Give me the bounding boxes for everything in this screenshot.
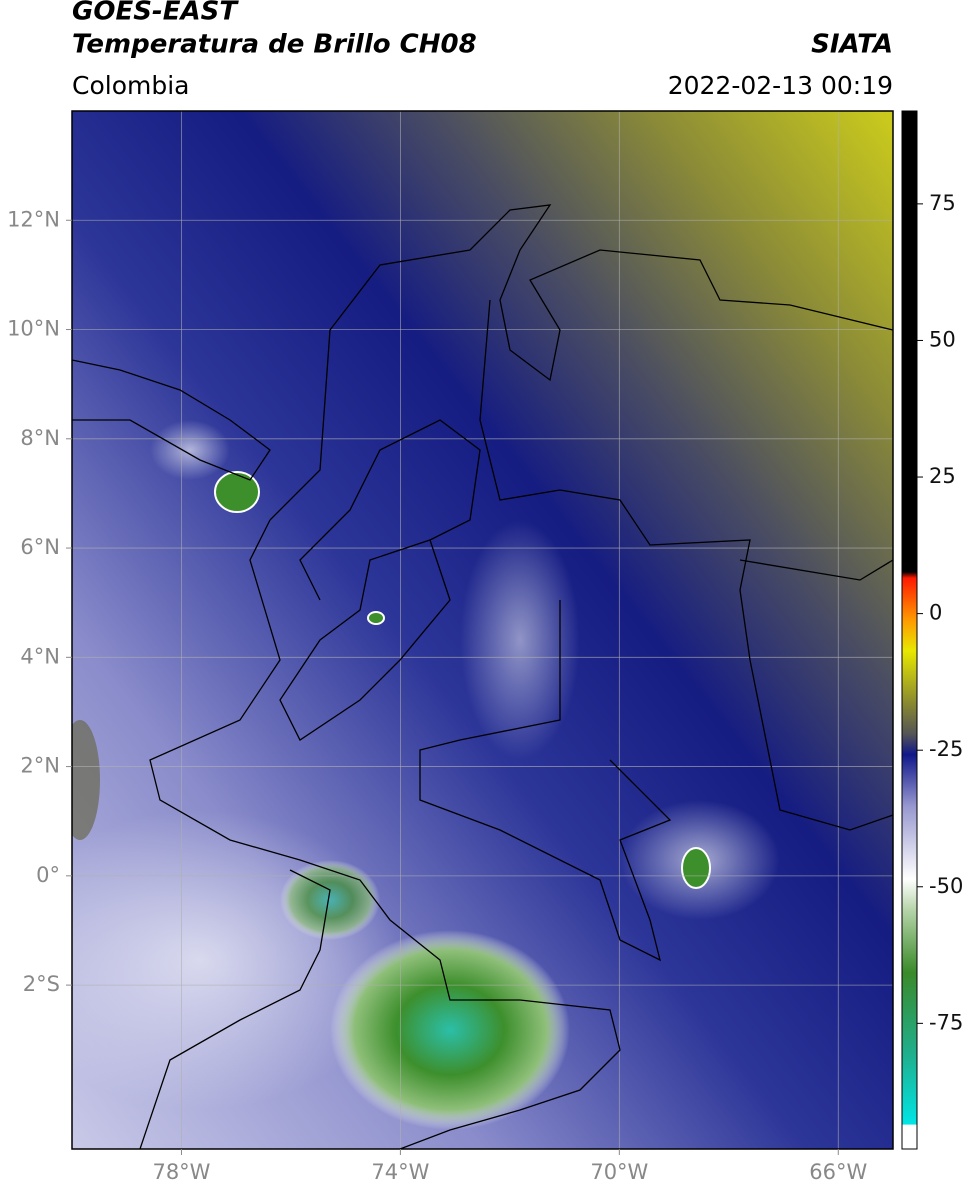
timestamp: 2022-02-13 00:19 (668, 71, 893, 100)
y-tick-label: 2°S (23, 972, 60, 996)
x-tick-label: 66°W (809, 1160, 867, 1184)
y-tick-label: 10°N (7, 317, 60, 341)
y-tick-label: 6°N (20, 535, 60, 559)
y-tick-label: 12°N (7, 207, 60, 231)
graticule (72, 111, 893, 1149)
colorbar-tick-label: -25 (929, 737, 963, 761)
colorbar-tick-label: 75 (929, 191, 956, 215)
colorbar-tick-label: -75 (929, 1010, 963, 1034)
y-tick-label: 8°N (20, 426, 60, 450)
colorbar (901, 110, 918, 1150)
map-frame (71, 110, 894, 1150)
x-tick-label: 78°W (152, 1160, 210, 1184)
borders (72, 204, 893, 1149)
colorbar-tick-label: 50 (929, 327, 956, 351)
y-tick-label: 4°N (20, 644, 60, 668)
subtitle: Temperatura de Brillo CH08 (72, 30, 477, 60)
colorbar-tick-label: 0 (929, 601, 942, 625)
x-tick-label: 70°W (590, 1160, 648, 1184)
y-tick-label: 2°N (20, 754, 60, 778)
region: Colombia (72, 71, 189, 100)
source: SIATA (811, 30, 893, 60)
y-tick-label: 0° (36, 863, 60, 887)
satellite-image (72, 111, 893, 1149)
title: GOES-EAST (72, 0, 239, 27)
colorbar-tick-label: 25 (929, 464, 956, 488)
colorbar-tick-label: -50 (929, 874, 963, 898)
x-tick-label: 74°W (371, 1160, 429, 1184)
